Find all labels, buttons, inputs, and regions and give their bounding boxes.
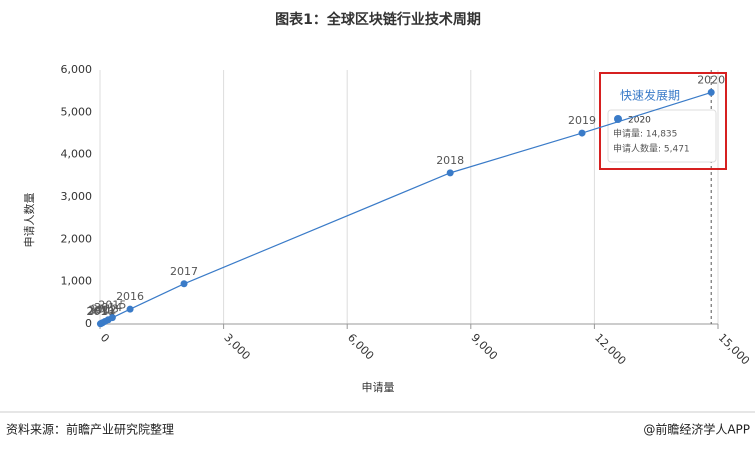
tooltip [607, 109, 717, 163]
brand: @前瞻经济学人APP [643, 422, 750, 437]
point-label: 2017 [170, 265, 198, 278]
point-label: 2015 [98, 299, 126, 312]
point-label: 2020 [697, 73, 725, 86]
highlight-box [599, 72, 727, 170]
point-label: 2014 [94, 301, 122, 314]
point-label: 2016 [116, 290, 144, 303]
y-tick-label: 1,000 [61, 275, 93, 288]
x-tick-label: 0 [98, 331, 112, 345]
y-tick-label: 3,000 [61, 190, 93, 203]
data-point [108, 314, 116, 322]
y-tick-label: 2,000 [61, 232, 93, 245]
tooltip-row: 申请人数量: 5,471 [613, 143, 690, 155]
x-tick-label: 9,000 [469, 331, 500, 362]
tooltip-row: 申请量: 14,835 [613, 128, 677, 140]
data-point [180, 280, 188, 288]
point-label: 2011 [87, 304, 115, 317]
x-tick-label: 3,000 [221, 331, 252, 362]
x-axis-label: 申请量 [362, 381, 395, 394]
y-tick-label: 4,000 [61, 148, 93, 161]
chart-title: 图表1：全球区块链行业技术周期 [275, 11, 481, 28]
y-tick-label: 6,000 [61, 63, 93, 76]
data-point [578, 129, 586, 137]
point-label: 2010 [86, 305, 114, 318]
x-tick-label: 15,000 [716, 331, 752, 367]
point-label: 2012 [88, 304, 116, 317]
point-label: 2013 [91, 302, 119, 315]
point-label: 2018 [436, 154, 464, 167]
data-point [126, 305, 134, 313]
tooltip-title: 2020 [628, 116, 651, 126]
x-tick-label: 12,000 [592, 331, 628, 367]
data-point [446, 169, 454, 177]
x-tick-label: 6,000 [345, 331, 376, 362]
y-tick-label: 0 [85, 317, 92, 330]
y-tick-label: 5,000 [61, 105, 93, 118]
point-label: 2019 [568, 114, 596, 127]
y-axis-label: 申请人数量 [23, 193, 36, 248]
annotation: 快速发展期 [620, 88, 680, 103]
data-point [707, 88, 715, 96]
source: 资料来源：前瞻产业研究院整理 [6, 422, 174, 437]
